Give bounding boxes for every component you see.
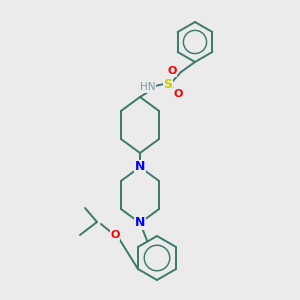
Text: O: O [173,89,183,99]
Text: N: N [135,160,145,173]
Text: O: O [110,230,120,240]
Text: N: N [135,217,145,230]
Text: S: S [164,77,172,91]
Text: O: O [167,66,177,76]
Text: HN: HN [140,82,156,92]
